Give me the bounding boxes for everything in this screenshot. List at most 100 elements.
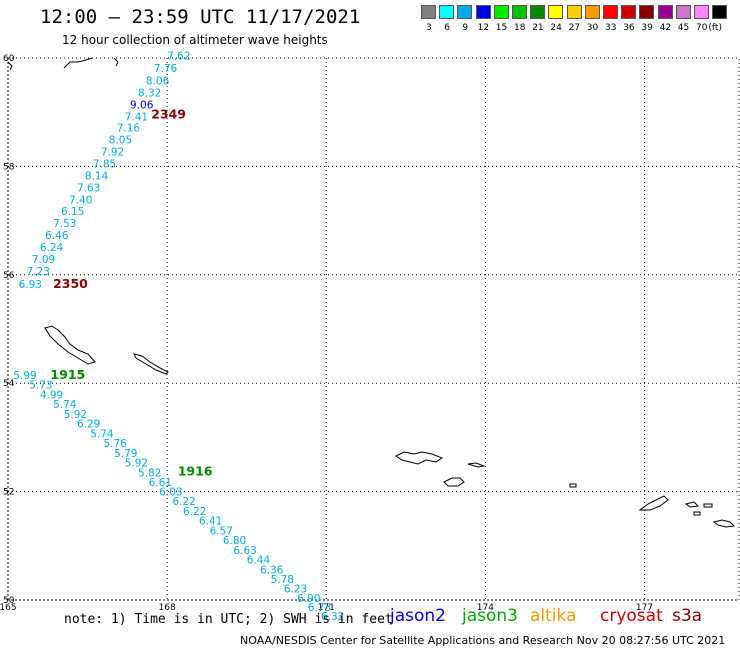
wave-height-label: 6.63 [233, 545, 256, 557]
lat-tick-label: 54 [3, 379, 15, 389]
island-buldir [569, 483, 577, 488]
wave-height-label: 6.80 [223, 535, 246, 547]
island-medny [133, 353, 169, 375]
island-semichi [467, 462, 486, 468]
wave-height-label: 5.92 [64, 409, 87, 421]
legend-swatch [475, 5, 491, 19]
wave-height-label: 6.32 [321, 611, 344, 623]
wave-height-label: 6.41 [199, 516, 222, 528]
lon-tick-label: 174 [477, 603, 494, 613]
island-bering [44, 325, 96, 365]
wave-height-label: 7.41 [125, 111, 148, 123]
wave-height-label: 5.78 [271, 574, 294, 586]
axis-labels: 165 168 171 174 177 60 58 56 54 52 50 [0, 54, 653, 613]
wave-height-label: 5.82 [138, 467, 161, 479]
wave-height-label: 6.03 [159, 486, 182, 498]
legend-swatch [566, 5, 582, 19]
wave-height-label: 7.62 [167, 51, 190, 63]
legend-label: 21 [532, 23, 544, 33]
footer-credit: NOAA/NESDIS Center for Satellite Applica… [240, 634, 726, 647]
track-jason3: 5.995.734.995.745.926.295.745.765.795.92… [13, 367, 344, 623]
wave-height-label: 5.73 [29, 380, 52, 392]
wave-height-label: 7.09 [32, 254, 55, 266]
wave-height-label: 6.44 [247, 555, 271, 567]
legend-swatch [439, 5, 455, 19]
wave-height-label: 8.14 [85, 170, 109, 182]
lat-tick-label: 58 [3, 162, 15, 172]
wave-height-label: 5.74 [53, 399, 77, 411]
wave-height-label: 6.23 [284, 583, 307, 595]
wave-height-label: 7.92 [101, 147, 124, 159]
pass-time-label: 2349 [151, 107, 186, 122]
lon-tick-label: 165 [0, 603, 17, 613]
pass-time-label: 1915 [50, 367, 85, 382]
wave-height-label: 6.15 [61, 206, 84, 218]
legend-label: 33 [605, 23, 617, 33]
footer-note: note: 1) Time is in UTC; 2) SWH is in fe… [64, 612, 393, 627]
legend-swatch [712, 5, 728, 19]
coastlines [7, 57, 736, 528]
satellite-cryosat: cryosat [600, 606, 663, 626]
legend-swatch [675, 5, 691, 19]
legend-swatch [639, 5, 655, 19]
legend-label: 6 [444, 23, 450, 33]
island-attu [395, 451, 444, 465]
wave-height-label: 6.36 [260, 564, 284, 576]
legend-swatch [657, 5, 673, 19]
wave-height-label: 7.53 [53, 218, 76, 230]
wave-height-label: 6.22 [172, 496, 195, 508]
satellite-jason3: jason3 [462, 606, 518, 626]
legend-swatch [530, 5, 546, 19]
wave-height-label: 7.23 [27, 266, 50, 278]
legend-label: 36 [623, 23, 635, 33]
wave-height-label: 8.06 [146, 76, 170, 88]
legend-label: 3 [426, 23, 432, 33]
wave-height-label: 6.73 [308, 602, 331, 614]
island-little-kiska [684, 501, 700, 508]
wave-height-label: 7.16 [117, 123, 141, 135]
wave-height-label: 5.79 [114, 448, 137, 460]
lat-tick-label: 60 [3, 54, 15, 64]
legend-swatch [584, 5, 600, 19]
satellite-jason2: jason2 [390, 606, 446, 626]
wave-height-label: 4.99 [40, 389, 63, 401]
page-subtitle: 12 hour collection of altimeter wave hei… [62, 33, 328, 47]
legend-label: 30 [586, 23, 599, 33]
legend-label: 45 [677, 23, 690, 33]
legend-swatch [621, 5, 637, 19]
lat-tick-label: 52 [3, 488, 14, 498]
legend-unit: (ft) [708, 23, 722, 33]
legend-label: 42 [659, 23, 672, 33]
legend-label: 24 [550, 23, 562, 33]
wave-height-label: 5.92 [125, 458, 148, 470]
wave-height-label: 6.61 [149, 477, 172, 489]
legend-label: 9 [462, 23, 469, 33]
island-rat [693, 511, 701, 516]
pass-time-label: 2350 [53, 276, 88, 291]
wave-height-label: 6.57 [210, 525, 233, 537]
wave-height-label: 6.29 [77, 419, 100, 431]
wave-height-label: 7.40 [69, 194, 92, 206]
legend-label: 27 [568, 23, 581, 33]
wave-height-label: 6.93 [19, 279, 42, 291]
island-agattu [443, 477, 465, 487]
satellite-s3a: s3a [672, 606, 703, 626]
wave-height-label: 5.74 [90, 428, 114, 440]
coastline-kamchatka-north [63, 57, 93, 69]
legend-label: 70 [696, 23, 708, 33]
legend-label: 18 [514, 23, 526, 33]
wave-height-label: 6.24 [40, 242, 64, 254]
wave-height-label: 7.76 [154, 63, 178, 75]
wave-height-label: 8.05 [109, 135, 132, 147]
legend-label: 39 [641, 23, 653, 33]
legend-swatch [548, 5, 564, 19]
coastline-kamchatka-left [7, 61, 13, 71]
island-segula [703, 503, 713, 508]
wave-height-label: 5.99 [13, 370, 36, 382]
lon-tick-label: 177 [636, 603, 653, 613]
wave-height-label: 6.90 [297, 593, 320, 605]
legend-swatch [493, 5, 509, 19]
wave-height-label: 8.32 [138, 87, 161, 99]
page-title: 12:00 – 23:59 UTC 11/17/2021 [40, 6, 361, 28]
pass-time-label: 1916 [178, 463, 213, 478]
